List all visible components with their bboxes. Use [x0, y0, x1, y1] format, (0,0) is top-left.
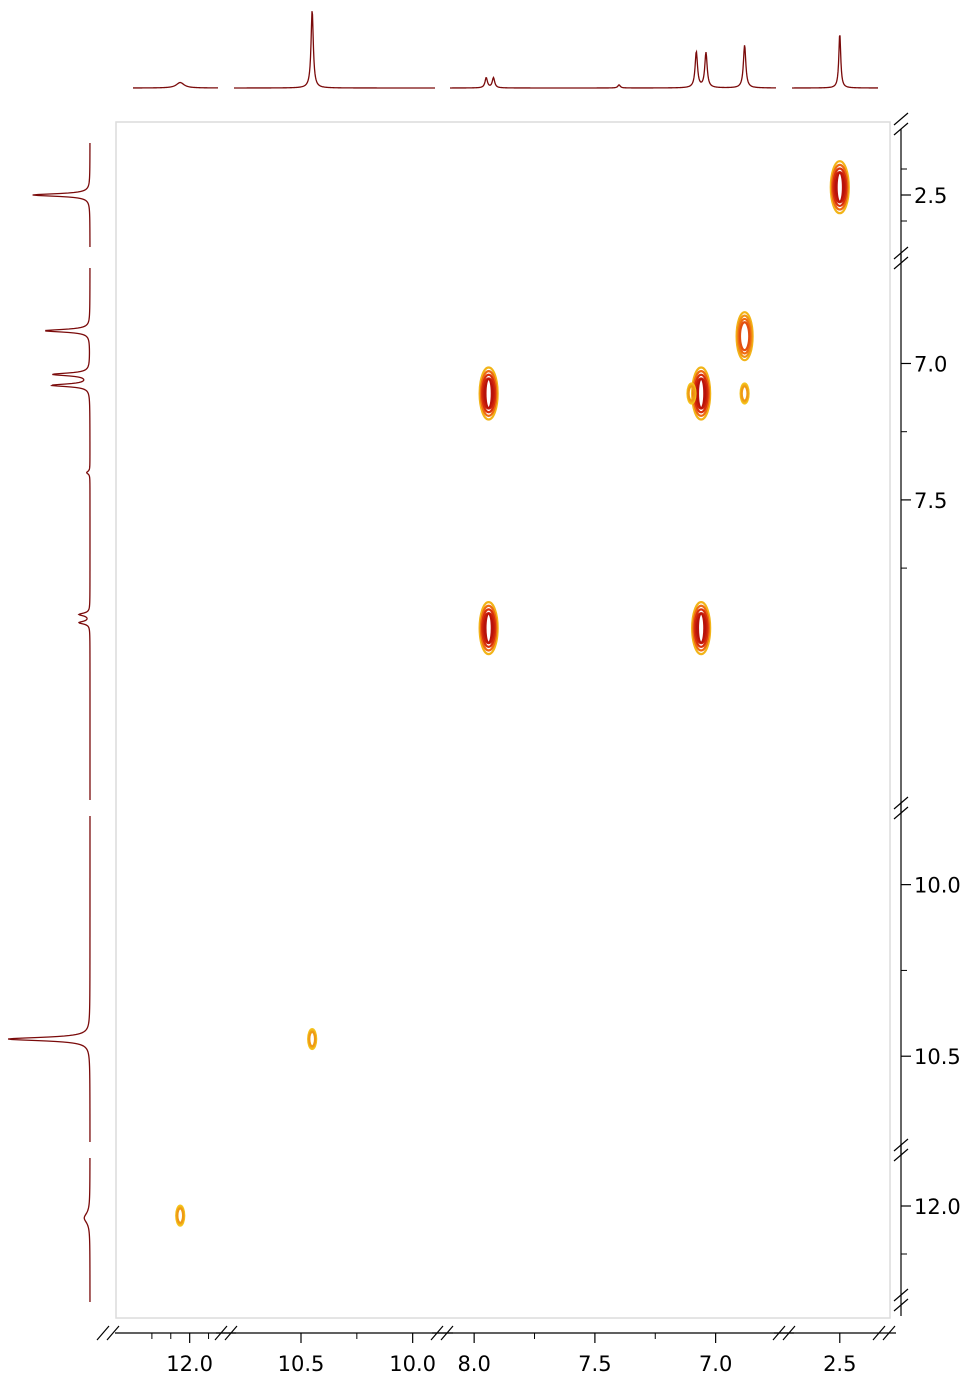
x-axis-break [214, 1325, 228, 1341]
contour-core [697, 613, 705, 644]
x-axis-break [106, 1325, 120, 1341]
x-tick-label: 2.5 [823, 1352, 856, 1376]
y-axis-break [893, 246, 909, 260]
x-tick-label: 7.0 [699, 1352, 732, 1376]
contour-core [484, 378, 493, 409]
x-axis-break [872, 1325, 886, 1341]
cross-peak [478, 601, 499, 656]
contour-ring [830, 163, 849, 211]
contour-ring [832, 167, 848, 208]
y-axis-break [893, 796, 909, 810]
top-projection-trace [234, 11, 435, 89]
cross-peak [829, 160, 850, 215]
contour-ring [478, 601, 499, 656]
contour-ring [308, 1030, 317, 1048]
y-tick-label: 12.0 [914, 1195, 961, 1219]
cross-peak [739, 382, 750, 405]
top-projection-trace [792, 35, 878, 89]
y-axis: 2.5 7.0 7.5 10.0 10.5 12.0 [893, 112, 961, 1316]
x-axis-break [224, 1325, 238, 1341]
x-axis-break [430, 1325, 444, 1341]
contour-ring [481, 608, 497, 648]
left-projection-trace [32, 143, 91, 247]
contour-ring [479, 604, 498, 652]
y-axis-break [893, 1138, 909, 1152]
contour-core [697, 378, 705, 409]
x-axis: 12.0 10.5 10.0 8.0 7.5 7.0 2.5 [96, 1325, 896, 1376]
y-tick-label: 2.5 [914, 184, 947, 208]
y-tick-label: 10.5 [914, 1045, 961, 1069]
x-axis-break [96, 1325, 110, 1341]
x-axis-break [440, 1325, 454, 1341]
cross-peak [478, 366, 499, 421]
cross-peaks [175, 160, 850, 1227]
contour-ring [481, 373, 497, 414]
y-axis-break [893, 1288, 909, 1302]
contour-ring [691, 601, 712, 656]
contour-ring [829, 160, 850, 215]
left-projection-trace [45, 268, 91, 800]
cross-peak [691, 601, 712, 656]
contour-core [484, 613, 493, 644]
contour-ring [740, 385, 749, 402]
cross-peak [175, 1204, 186, 1227]
contour-ring [176, 1207, 185, 1224]
top-projection [133, 11, 878, 89]
contour-ring [692, 604, 710, 652]
x-axis-break [882, 1325, 896, 1341]
y-tick-label: 7.5 [914, 489, 947, 513]
plot-border [115, 121, 891, 1319]
contour-ring [693, 608, 709, 648]
top-projection-trace [450, 45, 776, 89]
x-axis-break [782, 1325, 796, 1341]
contour-ring [687, 385, 696, 402]
contour-ring [479, 370, 498, 417]
contour-core [836, 172, 844, 203]
x-tick-label: 12.0 [166, 1352, 213, 1376]
x-tick-label: 10.5 [278, 1352, 325, 1376]
y-tick-label: 10.0 [914, 874, 961, 898]
cross-peak [686, 382, 697, 405]
x-axis-break [772, 1325, 786, 1341]
contour-ring [736, 314, 753, 358]
top-projection-trace [133, 81, 218, 89]
x-tick-label: 8.0 [457, 1352, 490, 1376]
left-projection-trace [83, 1158, 91, 1302]
contour-ring [691, 366, 712, 421]
y-axis-break [893, 806, 909, 820]
contour-ring [737, 317, 752, 355]
cross-peak [735, 311, 754, 362]
y-axis-break [893, 256, 909, 270]
y-axis-break [893, 122, 909, 136]
contour-ring [738, 321, 751, 352]
left-projection-trace [7, 816, 91, 1142]
y-axis-break [893, 112, 909, 126]
y-axis-break [893, 1148, 909, 1162]
contour-ring [735, 311, 754, 362]
x-tick-label: 10.0 [389, 1352, 436, 1376]
y-tick-label: 7.0 [914, 352, 947, 376]
plot-frame [115, 121, 891, 1319]
contour-ring [478, 366, 499, 421]
y-axis-break [893, 1298, 909, 1312]
cross-peak [307, 1027, 318, 1051]
left-projection [7, 143, 91, 1302]
x-tick-label: 7.5 [578, 1352, 611, 1376]
